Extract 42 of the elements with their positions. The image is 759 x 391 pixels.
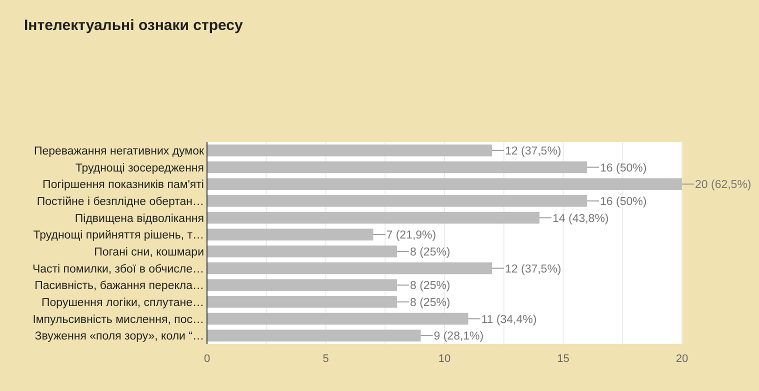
y-tick-label: Порушення логіки, сплутане…	[42, 296, 204, 309]
chart-title: Інтелектуальні ознаки стресу	[24, 17, 244, 34]
data-label: 7 (21,9%)	[386, 230, 436, 242]
data-label: 16 (50%)	[600, 196, 647, 208]
bar	[207, 195, 587, 207]
y-tick-label: Постійне і безплідне обертан…	[36, 196, 204, 208]
bar	[207, 212, 540, 224]
bar	[207, 228, 374, 240]
y-tick-label: Пасивність, бажання перекла…	[34, 280, 204, 292]
x-tick-label: 10	[438, 353, 451, 365]
y-tick-label: Часті помилки, збої в обчисле…	[32, 263, 204, 276]
y-tick-label: Переважання негативних думок	[34, 145, 205, 158]
data-label: 20 (62,5%)	[695, 179, 752, 192]
bar	[207, 330, 421, 342]
y-tick-label: Труднощі прийняття рішень, т…	[33, 230, 204, 242]
bar	[207, 144, 492, 156]
data-label: 14 (43,8%)	[552, 212, 609, 225]
data-label: 16 (50%)	[600, 162, 647, 174]
data-label: 8 (25%)	[410, 280, 450, 292]
data-label: 12 (37,5%)	[505, 145, 562, 158]
data-label: 8 (25%)	[410, 246, 450, 258]
y-tick-label: Імпульсивність мислення, пос…	[32, 314, 204, 326]
data-label: 8 (25%)	[410, 296, 450, 309]
x-tick-label: 0	[204, 353, 210, 365]
y-tick-label: Звуження «поля зору», коли “…	[34, 330, 204, 343]
bar	[207, 178, 682, 190]
y-tick-label: Погіршення показників пам'яті	[42, 179, 204, 192]
x-tick-label: 20	[676, 353, 688, 365]
bar	[207, 296, 397, 308]
y-tick-label: Підвищена відволікання	[74, 212, 204, 225]
x-tick-label: 5	[322, 353, 329, 365]
data-label: 11 (34,4%)	[481, 314, 537, 326]
y-tick-label: Труднощі зосередження	[75, 162, 204, 174]
bar	[207, 279, 397, 291]
bar	[207, 312, 468, 325]
data-label: 12 (37,5%)	[505, 263, 562, 276]
bar	[207, 161, 587, 174]
y-tick-label: Погані сни, кошмари	[94, 246, 204, 258]
data-label: 9 (28,1%)	[434, 330, 484, 343]
bar	[207, 246, 397, 258]
x-tick-label: 15	[557, 353, 570, 365]
bar	[207, 262, 492, 274]
